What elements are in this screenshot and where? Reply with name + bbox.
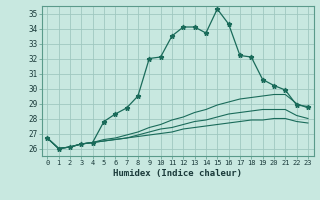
- X-axis label: Humidex (Indice chaleur): Humidex (Indice chaleur): [113, 169, 242, 178]
